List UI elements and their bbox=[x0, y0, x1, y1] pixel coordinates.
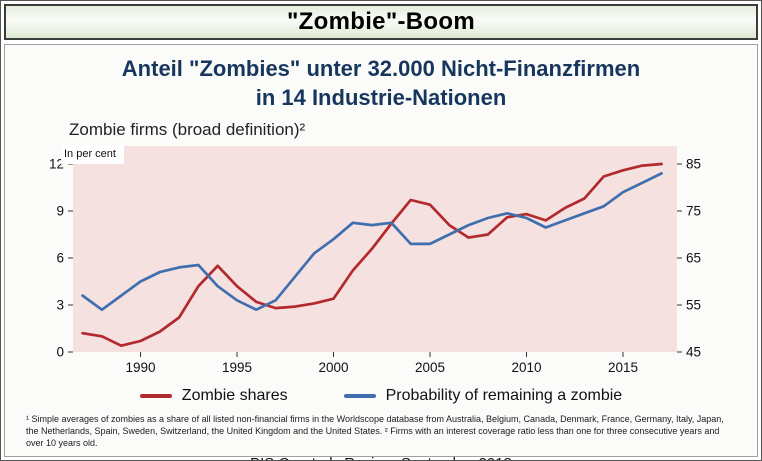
legend-item-zombie-shares: Zombie shares bbox=[139, 387, 288, 405]
legend-item-probability: Probability of remaining a zombie bbox=[343, 387, 623, 405]
chart-title: Zombie firms (broad definition)² bbox=[69, 120, 306, 140]
axis-unit-label: In per cent bbox=[61, 145, 124, 165]
svg-text:2005: 2005 bbox=[415, 360, 445, 375]
slide-title-bar: "Zombie"-Boom bbox=[4, 4, 758, 40]
legend-swatch-blue-line bbox=[343, 394, 376, 399]
legend-label-zombie-shares: Zombie shares bbox=[181, 387, 288, 405]
slide-title: "Zombie"-Boom bbox=[287, 8, 475, 35]
footnote: ¹ Simple averages of zombies as a share … bbox=[25, 414, 724, 449]
legend-swatch-red-line bbox=[139, 394, 172, 399]
plot-area-holder: In per cent 0 3 6 9 12 45 55 65 75 85 1990 1995 2000… bbox=[39, 142, 723, 382]
svg-text:75: 75 bbox=[686, 204, 701, 219]
svg-text:2000: 2000 bbox=[318, 360, 348, 375]
legend-label-probability: Probability of remaining a zombie bbox=[385, 387, 623, 405]
svg-text:2010: 2010 bbox=[511, 360, 541, 375]
svg-text:1990: 1990 bbox=[126, 360, 156, 375]
content-panel: Anteil "Zombies" unter 32.000 Nicht-Fina… bbox=[4, 44, 758, 460]
svg-text:1995: 1995 bbox=[222, 360, 252, 375]
svg-text:9: 9 bbox=[56, 204, 64, 219]
svg-text:12: 12 bbox=[49, 157, 64, 172]
source-caption: BIS Quarterly Review, September 2018 bbox=[15, 455, 747, 460]
svg-text:0: 0 bbox=[56, 345, 64, 360]
svg-text:3: 3 bbox=[56, 298, 64, 313]
svg-text:45: 45 bbox=[686, 345, 701, 360]
svg-text:55: 55 bbox=[686, 298, 701, 313]
chart-legend: Zombie shares Probability of remaining a… bbox=[39, 388, 723, 404]
svg-text:65: 65 bbox=[686, 251, 701, 266]
svg-text:85: 85 bbox=[686, 157, 701, 172]
heading-line-1: Anteil "Zombies" unter 32.000 Nicht-Fina… bbox=[121, 56, 641, 81]
chart: Zombie firms (broad definition)² In per … bbox=[39, 120, 723, 404]
heading-line-2: in 14 Industrie-Nationen bbox=[255, 84, 507, 110]
chart-heading: Anteil "Zombies" unter 32.000 Nicht-Fina… bbox=[15, 55, 747, 112]
svg-text:6: 6 bbox=[56, 251, 64, 266]
line-chart: 0 3 6 9 12 45 55 65 75 85 1990 1995 2000 2005 2010 2015 bbox=[49, 146, 701, 375]
svg-text:2015: 2015 bbox=[608, 360, 638, 375]
